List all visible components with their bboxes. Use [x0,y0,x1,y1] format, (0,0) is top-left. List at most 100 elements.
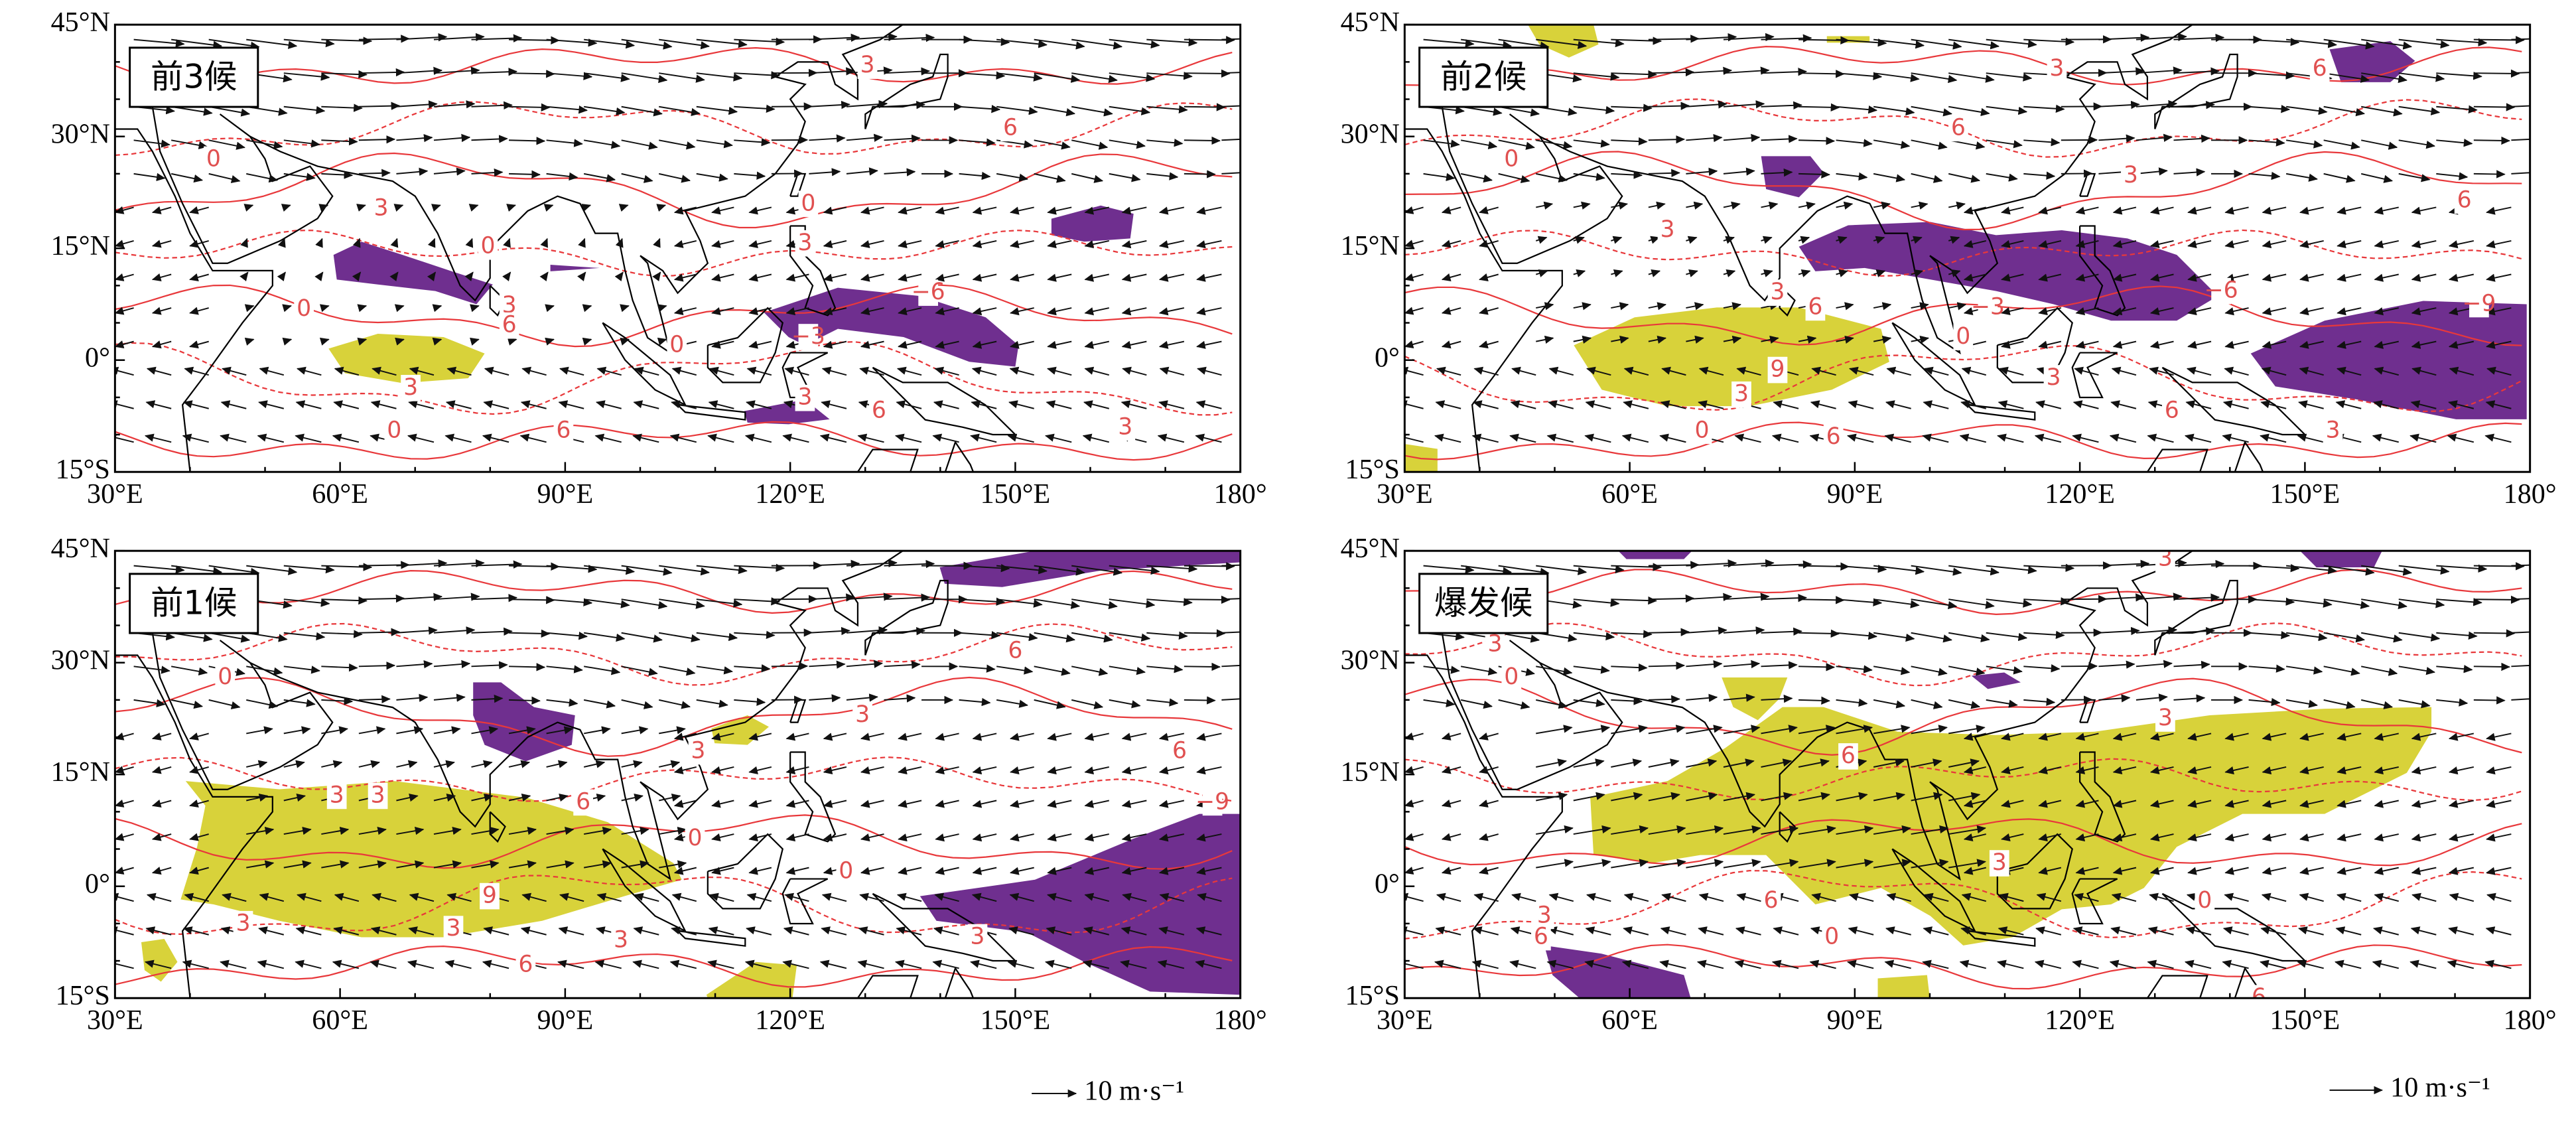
wind-vector [971,892,997,902]
contour-label: 0 [206,145,221,172]
contour-label-bg [553,417,574,445]
wind-vector [934,366,959,376]
wind-vector [1911,269,1924,277]
wind-vector [594,433,622,443]
coastline [1539,25,2193,355]
wind-vector [1158,400,1185,409]
wind-vector [546,139,583,147]
wind-vector [408,926,435,936]
wind-vector [1948,565,2000,576]
wind-vector [2147,959,2174,969]
wind-vector [509,170,541,179]
wind-vector [283,826,312,835]
wind-vector [321,104,363,112]
wind-vector [1873,666,1911,675]
wind-vector [520,926,547,936]
wind-vector [2374,867,2399,875]
contour-line [1404,151,2522,231]
contour-label: 6 [1008,637,1022,664]
wind-vector [1184,136,1221,145]
contour-label: 3 [236,910,250,937]
wind-vector [1723,758,1755,768]
wind-vector [2098,33,2150,42]
wind-vector [2173,101,2215,109]
wind-vector [2285,139,2323,149]
contour-label-bg [499,312,519,339]
wind-vector [696,106,738,115]
wind-vector [545,304,555,313]
wind-vector [2034,433,2062,443]
wind-vector [1034,173,1066,183]
wind-vector [2299,867,2324,875]
contour-line [115,101,1233,157]
wind-vector [2038,240,2062,248]
wind-vector [295,959,322,969]
wind-vector [332,433,360,443]
wind-vector [2323,106,2366,117]
contour-label: 9 [1770,356,1785,383]
wind-vector [1196,340,1222,349]
wind-vector [2299,833,2324,842]
wind-vector [621,565,673,576]
wind-vector [396,593,443,601]
wind-vector [2448,833,2474,842]
wind-vector [508,794,531,802]
wind-vector [673,240,697,248]
wind-vector [782,959,809,969]
coastline [864,579,949,656]
wind-vector [734,664,771,673]
wind-vector [748,240,772,248]
wind-vector [2486,340,2512,349]
wind-vector [1010,867,1034,875]
wind-vector [314,271,324,282]
wind-vector [971,366,997,376]
wind-vector [396,660,433,669]
wind-vector [409,366,435,376]
wind-vector [1911,173,1943,183]
wind-vector [1723,825,1761,835]
wind-vector [1498,173,1530,184]
wind-vector [618,204,629,212]
wind-vector [696,139,733,149]
wind-vector [509,663,546,671]
wind-vector [283,565,335,574]
wind-vector [1573,201,1591,210]
wind-vector [1084,273,1109,282]
wind-vector [2075,273,2099,282]
wind-vector [1661,366,1686,376]
wind-vector [734,630,776,639]
wind-vector [2360,699,2394,709]
vector-key-label: 10 m·s⁻¹ [2390,1072,2490,1103]
wind-vector [898,800,922,808]
coastline [854,440,975,472]
coastline [2079,699,2096,723]
wind-vector [2411,766,2437,775]
wind-vector [321,596,368,605]
wind-vector [1071,173,1104,183]
wind-vector [471,68,518,76]
wind-vector [1611,825,1649,835]
wind-vector [2262,833,2287,842]
contour-label: 6 [576,788,590,815]
contour-line [1404,345,2522,413]
wind-vector [1479,240,1499,248]
wind-vector [583,139,621,149]
wind-vector [1461,565,1513,575]
wind-vector [1761,34,1812,42]
wind-vector [746,926,772,936]
wind-vector [446,366,472,376]
wind-vector [2023,597,2070,606]
wind-vector [1479,732,1499,740]
wind-vector [860,733,884,741]
wind-vector [1157,959,1185,969]
wind-vector [1158,733,1185,741]
wind-vector [1873,565,1925,575]
wind-vector [1798,335,1817,344]
wind-vector [621,760,643,768]
contour-label-bg [573,789,593,816]
wind-vector [2337,273,2362,282]
wind-vector [709,892,734,902]
wind-vector [2473,662,2510,671]
wind-vector [711,273,734,282]
